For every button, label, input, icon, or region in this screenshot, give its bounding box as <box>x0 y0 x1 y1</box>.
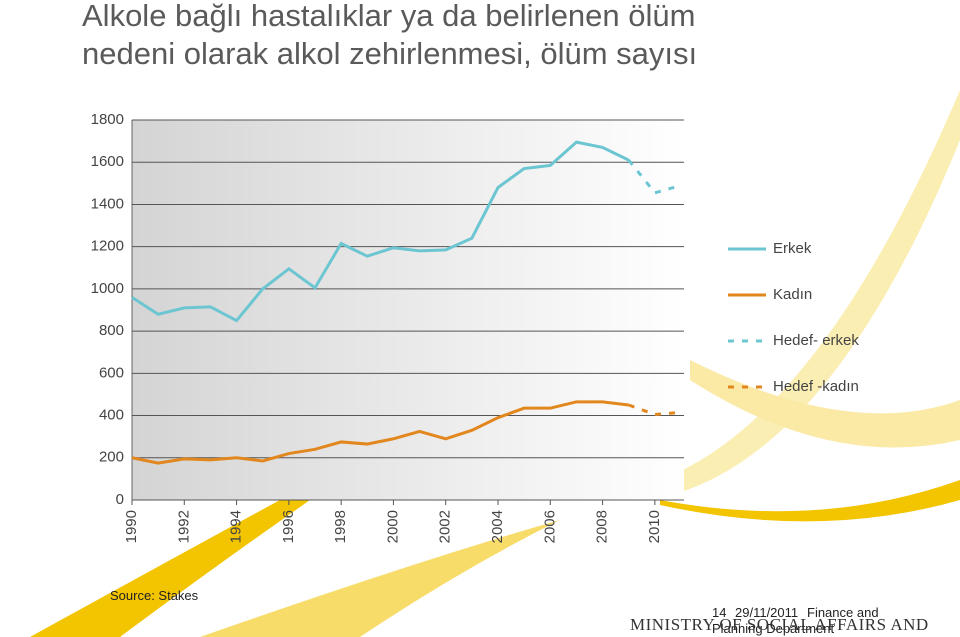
x-tick-label: 2004 <box>489 510 506 543</box>
date: 29/11/2011 <box>735 605 799 620</box>
x-tick-label: 1998 <box>332 510 349 543</box>
plot-area <box>132 120 684 500</box>
y-tick-label: 1400 <box>91 195 124 212</box>
x-tick-label: 1990 <box>123 510 140 543</box>
series-line <box>131 400 629 465</box>
y-tick-label: 600 <box>99 364 124 381</box>
decor-swoosh <box>690 360 960 448</box>
x-tick-label: 2006 <box>541 510 558 543</box>
chart-title: nedeni olarak alkol zehirlenmesi, ölüm s… <box>82 36 697 71</box>
y-tick-label: 1000 <box>91 280 124 297</box>
decor-swoosh <box>660 480 960 522</box>
x-tick-label: 2008 <box>594 510 611 543</box>
decor-swoosh <box>200 520 560 637</box>
series-line <box>628 403 682 417</box>
ministry: MINISTRY OF SOCIAL AFFAIRS AND HEALTH <box>630 615 929 637</box>
legend-label: Erkek <box>773 240 812 257</box>
y-tick-label: 800 <box>99 322 124 339</box>
y-tick-label: 1800 <box>91 111 124 128</box>
x-tick-label: 2002 <box>437 510 454 543</box>
y-tick-label: 400 <box>99 407 124 424</box>
y-tick-label: 1600 <box>91 153 124 170</box>
x-tick-label: 1996 <box>280 510 297 543</box>
legend-label: Kadın <box>773 286 812 303</box>
x-tick-label: 2000 <box>384 510 401 543</box>
y-tick-label: 200 <box>99 449 124 466</box>
legend-label: Hedef -kadın <box>773 378 859 395</box>
x-tick-label: 2010 <box>646 510 663 543</box>
x-tick-label: 1992 <box>175 510 192 543</box>
source: Source: Stakes <box>110 588 199 603</box>
chart-title: Alkole bağlı hastalıklar ya da belirlene… <box>82 0 695 33</box>
department: Finance and Planning Department <box>712 605 879 636</box>
series-line <box>131 140 630 323</box>
legend-label: Hedef- erkek <box>773 332 859 349</box>
x-tick-label: 1994 <box>228 510 245 543</box>
decor-swoosh <box>30 500 310 637</box>
page-number: 14 <box>712 605 727 620</box>
series-line <box>627 159 682 195</box>
y-tick-label: 1200 <box>91 238 124 255</box>
y-tick-label: 0 <box>116 491 124 508</box>
